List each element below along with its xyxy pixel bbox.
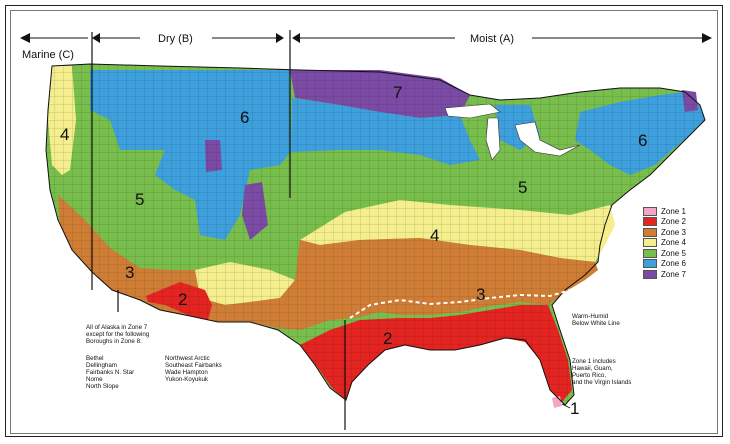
legend-swatch (643, 259, 657, 269)
legend-swatch (643, 248, 657, 258)
map-inner-frame (10, 10, 718, 434)
lake-erie-huron (514, 121, 581, 157)
zone-label-6-east: 6 (638, 131, 647, 150)
zone1-note-2: Hawaii, Guam, (572, 365, 613, 372)
zone1-note-4: and the Virgin Islands (572, 379, 631, 386)
map-frame (5, 5, 723, 437)
legend-label: Zone 1 (661, 206, 686, 216)
marine-region-label: Marine (C) (22, 49, 74, 61)
legend-swatch (643, 206, 657, 216)
legend-label: Zone 5 (661, 248, 686, 258)
legend-item-zone-1: Zone 1 (643, 206, 686, 217)
zone-legend: Zone 1 Zone 2 Zone 3 Zone 4 Zone 5 Zone … (643, 206, 686, 280)
warm-humid-note-2: Below White Line (572, 320, 620, 327)
alaska-note-line-2: except for the following (86, 331, 150, 338)
legend-swatch (643, 238, 657, 248)
legend-swatch (643, 217, 657, 227)
moist-region-label: Moist (A) (470, 33, 514, 45)
lake-superior (444, 103, 501, 119)
zone-label-4-central: 4 (430, 226, 439, 245)
zone-label-5-east: 5 (518, 178, 527, 197)
legend-item-zone-3: Zone 3 (643, 227, 686, 238)
legend-label: Zone 7 (661, 269, 686, 279)
zone-label-1: 1 (570, 399, 579, 418)
zone-label-6-west: 6 (240, 108, 249, 127)
zone-label-5-west: 5 (135, 190, 144, 209)
lake-michigan (485, 117, 501, 161)
zone1-note-1: Zone 1 includes (572, 358, 616, 365)
legend-label: Zone 2 (661, 217, 686, 227)
us-outline (45, 63, 706, 406)
legend-item-zone-6: Zone 6 (643, 259, 686, 270)
legend-item-zone-5: Zone 5 (643, 248, 686, 259)
borough-left-2: Dellingham (86, 362, 117, 369)
legend-label: Zone 6 (661, 259, 686, 269)
legend-item-zone-4: Zone 4 (643, 238, 686, 249)
legend-label: Zone 3 (661, 227, 686, 237)
zone-label-3-west: 3 (125, 263, 134, 282)
legend-swatch (643, 269, 657, 279)
zone-label-3-east: 3 (476, 285, 485, 304)
legend-swatch (643, 227, 657, 237)
borough-left-3: Fairbanks N. Star (86, 369, 134, 376)
legend-item-zone-2: Zone 2 (643, 217, 686, 228)
zone1-note-3: Puerto Rico, (572, 372, 606, 379)
header-arrows (20, 33, 712, 43)
warm-humid-line (349, 271, 604, 319)
alaska-note: All of Alaska in Zone 7 except for the f… (86, 324, 222, 390)
zone-label-2-west: 2 (178, 290, 187, 309)
borough-right-4: Yukon-Koyukuk (165, 376, 209, 383)
borough-left-4: Nome (86, 376, 103, 383)
alaska-note-line-3: Boroughs in Zone 8: (86, 338, 142, 345)
moisture-dividers (91, 30, 346, 430)
legend-item-zone-7: Zone 7 (643, 269, 686, 280)
zone-number-labels: 6 7 6 4 5 5 4 3 3 2 2 1 (60, 83, 647, 418)
alaska-note-line-1: All of Alaska in Zone 7 (86, 324, 148, 331)
borough-left-5: North Slope (86, 383, 119, 390)
borough-right-3: Wade Hampton (165, 369, 208, 376)
borough-left-1: Bethel (86, 355, 104, 362)
borough-right-2: Southeast Fairbanks (165, 362, 222, 369)
zone-label-2-gulf: 2 (383, 329, 392, 348)
zone-regions (45, 63, 706, 408)
warm-humid-note-1: Warm-Humid (572, 313, 609, 320)
borough-right-1: Northwest Arctic (165, 355, 210, 362)
legend-label: Zone 4 (661, 238, 686, 248)
zone-label-7: 7 (393, 83, 402, 102)
dry-region-label: Dry (B) (158, 33, 193, 45)
zone-label-4-marine: 4 (60, 125, 69, 144)
